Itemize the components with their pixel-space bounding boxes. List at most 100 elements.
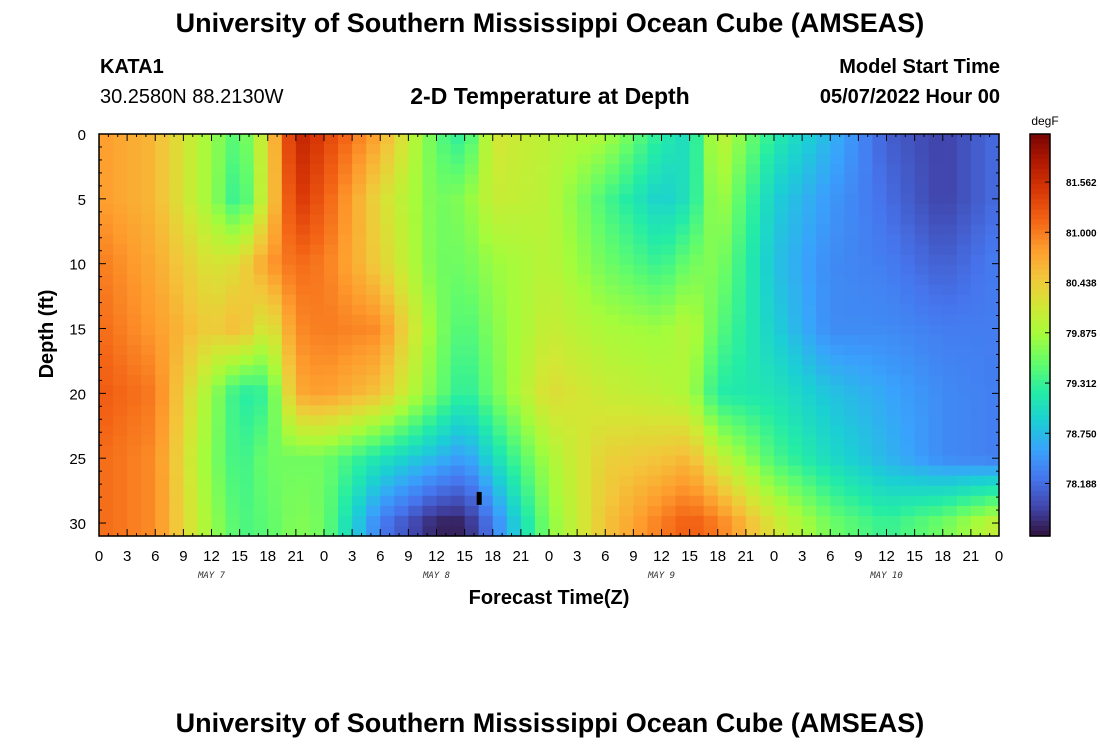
heatmap-cell <box>478 415 494 427</box>
heatmap-cell <box>577 435 592 447</box>
heatmap-cell <box>464 435 480 447</box>
heatmap-cell <box>352 355 367 366</box>
heatmap-cell <box>239 395 255 406</box>
heatmap-cell <box>605 224 620 236</box>
heatmap-cell <box>774 174 789 185</box>
y-tick-label: 5 <box>78 192 86 209</box>
heatmap-cell <box>295 525 311 537</box>
heatmap-cell <box>928 365 944 376</box>
heatmap-cell <box>661 455 677 467</box>
heatmap-cell <box>352 304 367 316</box>
heatmap-cell <box>394 465 409 477</box>
heatmap-cell <box>506 475 522 487</box>
heatmap-cell <box>675 314 691 326</box>
heatmap-cell <box>900 405 916 416</box>
heatmap-cell <box>309 475 325 487</box>
heatmap-cell <box>225 395 241 406</box>
heatmap-cell <box>703 184 719 195</box>
heatmap-cell <box>183 304 199 316</box>
heatmap-cell <box>802 204 817 215</box>
heatmap-cell <box>225 254 241 266</box>
heatmap-cell <box>647 194 663 205</box>
heatmap-cell <box>281 244 297 256</box>
heatmap-cell <box>591 274 606 286</box>
colorbar-segment <box>1030 390 1050 396</box>
heatmap-cell <box>647 385 663 396</box>
heatmap-cell <box>295 425 311 437</box>
heatmap-cell <box>478 465 494 477</box>
heatmap-cell <box>774 415 789 427</box>
heatmap-cell <box>774 184 789 195</box>
heatmap-cell <box>281 405 297 416</box>
heatmap-cell <box>675 395 691 406</box>
heatmap-cell <box>942 465 958 477</box>
heatmap-cell <box>155 465 170 477</box>
heatmap-cell <box>464 294 480 306</box>
heatmap-cell <box>956 154 972 165</box>
colorbar-segment <box>1030 480 1050 487</box>
heatmap-cell <box>956 324 972 336</box>
heatmap-cell <box>661 154 677 165</box>
heatmap-cell <box>520 264 536 276</box>
heatmap-cell <box>225 475 241 487</box>
heatmap-cell <box>745 154 761 165</box>
heatmap-cell <box>942 505 958 517</box>
heatmap-cell <box>886 485 902 497</box>
heatmap-cell <box>774 355 789 366</box>
heatmap-cell <box>956 465 972 477</box>
heatmap-cell <box>422 304 438 316</box>
heatmap-cell <box>759 284 775 296</box>
heatmap-cell <box>338 455 353 467</box>
heatmap-cell <box>338 375 353 386</box>
heatmap-cell <box>549 475 564 487</box>
heatmap-cell <box>816 405 831 416</box>
heatmap-cell <box>900 154 916 165</box>
colorbar-segment <box>1030 244 1050 251</box>
heatmap-cell <box>464 455 480 467</box>
heatmap-cell <box>956 164 972 175</box>
heatmap-cell <box>563 234 578 246</box>
heatmap-cell <box>689 144 705 155</box>
x-tick-label: 15 <box>681 548 698 565</box>
heatmap-cell <box>619 475 634 487</box>
heatmap-cell <box>717 415 733 427</box>
heatmap-cell <box>647 174 663 185</box>
heatmap-cell <box>577 365 592 376</box>
heatmap-cell <box>492 445 508 457</box>
heatmap-cell <box>774 515 789 527</box>
heatmap-cell <box>478 385 494 396</box>
heatmap-cell <box>352 144 367 155</box>
heatmap-cell <box>239 284 255 296</box>
heatmap-cell <box>450 304 466 316</box>
heatmap-cell <box>338 154 353 165</box>
heatmap-cell <box>309 164 325 175</box>
heatmap-cell <box>534 244 550 256</box>
heatmap-cell <box>253 294 269 306</box>
heatmap-cell <box>900 204 916 215</box>
heatmap-cell <box>450 435 466 447</box>
heatmap-cell <box>914 174 930 185</box>
heatmap-cell <box>141 174 156 185</box>
heatmap-cell <box>619 395 634 406</box>
heatmap-cell <box>984 495 1000 507</box>
heatmap-cell <box>745 314 761 326</box>
heatmap-cell <box>309 134 325 145</box>
heatmap-cell <box>506 314 522 326</box>
heatmap-cell <box>689 475 705 487</box>
heatmap-cell <box>745 435 761 447</box>
heatmap-cell <box>366 505 381 517</box>
heatmap-cell <box>309 505 325 517</box>
heatmap-cell <box>408 445 424 457</box>
heatmap-cell <box>436 134 452 145</box>
heatmap-cell <box>211 345 227 356</box>
heatmap-cell <box>169 214 184 226</box>
heatmap-cell <box>942 455 958 467</box>
heatmap-cell <box>422 234 438 246</box>
heatmap-cell <box>197 224 213 236</box>
heatmap-cell <box>506 335 522 346</box>
heatmap-cell <box>239 294 255 306</box>
heatmap-cell <box>788 525 803 537</box>
heatmap-cell <box>155 164 170 175</box>
heatmap-cell <box>352 264 367 276</box>
heatmap-cell <box>816 485 831 497</box>
